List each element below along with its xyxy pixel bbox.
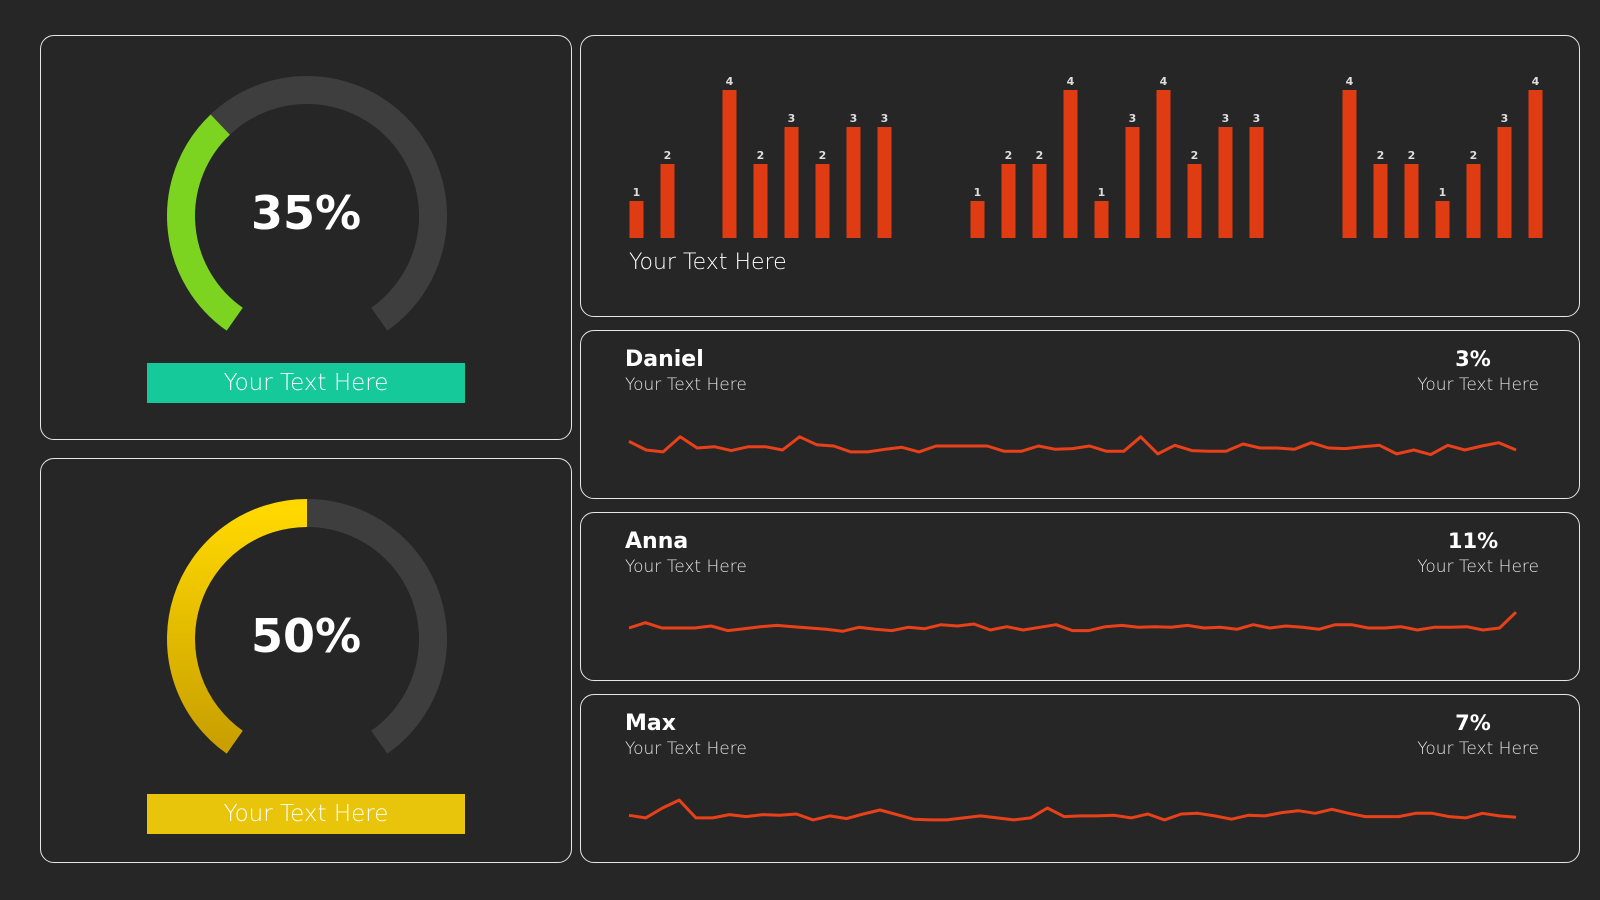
bar-data-label: 3 xyxy=(1253,112,1261,125)
bar-chart-caption: Your Text Here xyxy=(629,250,787,275)
gauge-card-2: 50% Your Text Here xyxy=(40,458,572,863)
bar-data-label: 3 xyxy=(1129,112,1137,125)
bar-data-label: 2 xyxy=(757,149,765,162)
bar xyxy=(1466,164,1481,238)
bar xyxy=(784,127,799,238)
bar-chart-card: 1 2 4 2 3 2 3 3 1 2 2 4 1 3 4 2 3 3 4 2 2 1 2 3 4 Your Text Here xyxy=(580,35,1580,317)
bar xyxy=(1342,90,1357,238)
bar-data-label: 2 xyxy=(1191,149,1199,162)
bar xyxy=(1156,90,1171,238)
bar xyxy=(1373,164,1388,238)
bar-data-label: 4 xyxy=(1160,75,1168,88)
bar-data-label: 4 xyxy=(1532,75,1540,88)
bar-data-label: 1 xyxy=(633,186,641,199)
bar-chart: 1 2 4 2 3 2 3 3 1 2 2 4 1 3 4 2 3 3 4 2 2 1 2 3 4 xyxy=(629,75,1543,238)
bar xyxy=(1497,127,1512,238)
person-name: Daniel xyxy=(625,347,704,372)
sparkline-max xyxy=(628,798,1517,822)
bar xyxy=(629,201,644,238)
person-card-max: Max Your Text Here 7% Your Text Here xyxy=(580,694,1580,863)
sparkline-series xyxy=(628,435,1517,457)
gauge-1-percent: 35% xyxy=(250,186,362,240)
person-percent-value: 3% xyxy=(1455,347,1491,371)
person-subtitle: Your Text Here xyxy=(625,739,747,759)
person-percent-subtitle: Your Text Here xyxy=(1417,557,1539,577)
bar xyxy=(1094,201,1109,238)
sparkline-anna xyxy=(628,611,1518,633)
person-percent-subtitle: Your Text Here xyxy=(1417,739,1539,759)
bar xyxy=(1001,164,1016,238)
gauge-2 xyxy=(167,499,447,754)
person-percent-value: 11% xyxy=(1447,529,1499,553)
person-percent-value: 7% xyxy=(1455,711,1491,735)
bar-data-label: 4 xyxy=(1067,75,1075,88)
bar xyxy=(1528,90,1543,238)
bar-data-label: 3 xyxy=(881,112,889,125)
bar-data-label: 1 xyxy=(1098,186,1106,199)
bar xyxy=(877,127,892,238)
person-percent-subtitle: Your Text Here xyxy=(1417,375,1539,395)
bar-data-label: 4 xyxy=(726,75,734,88)
bar-data-label: 1 xyxy=(974,186,982,199)
bar-data-label: 2 xyxy=(1036,149,1044,162)
gauge-1-label: Your Text Here xyxy=(147,363,465,403)
bar xyxy=(722,90,737,238)
bar xyxy=(1063,90,1078,238)
person-percent: 11% xyxy=(1399,529,1539,553)
bar xyxy=(1032,164,1047,238)
person-percent: 7% xyxy=(1399,711,1539,735)
person-card-daniel: Daniel Your Text Here 3% Your Text Here xyxy=(580,330,1580,499)
bar-data-label: 3 xyxy=(1501,112,1509,125)
bar-data-label: 2 xyxy=(1005,149,1013,162)
person-name: Max xyxy=(625,711,676,736)
bar xyxy=(1187,164,1202,238)
person-subtitle: Your Text Here xyxy=(625,375,747,395)
bar-data-label: 3 xyxy=(850,112,858,125)
bar-data-label: 3 xyxy=(788,112,796,125)
bar-data-label: 2 xyxy=(819,149,827,162)
gauge-2-label: Your Text Here xyxy=(147,794,465,834)
person-subtitle: Your Text Here xyxy=(625,557,747,577)
bar xyxy=(846,127,861,238)
sparkline-series xyxy=(628,798,1517,822)
gauge-1-fill xyxy=(167,114,244,331)
bar-data-label: 2 xyxy=(1408,149,1416,162)
bar xyxy=(815,164,830,238)
gauge-2-fill xyxy=(167,499,308,754)
bar-data-label: 4 xyxy=(1346,75,1354,88)
sparkline-daniel xyxy=(628,435,1517,457)
bar-data-label: 1 xyxy=(1439,186,1447,199)
sparkline-series xyxy=(628,611,1518,633)
bar xyxy=(970,201,985,238)
bar-data-label: 2 xyxy=(664,149,672,162)
bar xyxy=(1404,164,1419,238)
bar xyxy=(1249,127,1264,238)
bar-data-label: 2 xyxy=(1377,149,1385,162)
gauge-2-percent: 50% xyxy=(250,609,362,663)
person-percent: 3% xyxy=(1399,347,1539,371)
bar xyxy=(753,164,768,238)
bar xyxy=(1125,127,1140,238)
gauge-1 xyxy=(167,76,447,331)
gauge-card-1: 35% Your Text Here xyxy=(40,35,572,440)
bar xyxy=(1435,201,1450,238)
person-card-anna: Anna Your Text Here 11% Your Text Here xyxy=(580,512,1580,681)
person-name: Anna xyxy=(625,529,689,554)
bar xyxy=(1218,127,1233,238)
bar xyxy=(660,164,675,238)
bar-data-label: 3 xyxy=(1222,112,1230,125)
bar-data-label: 2 xyxy=(1470,149,1478,162)
